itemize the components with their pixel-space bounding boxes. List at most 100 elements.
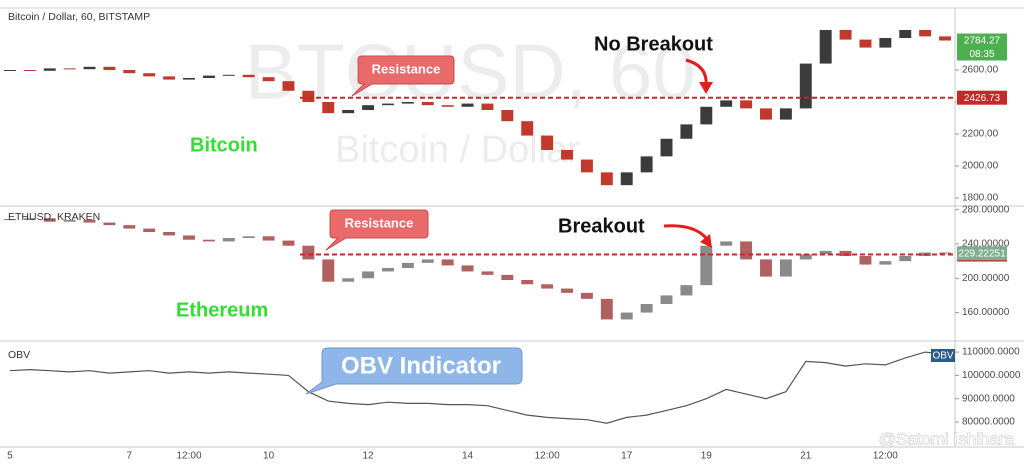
- candle-body: [63, 68, 76, 70]
- callout-box: [305, 347, 523, 395]
- x-tick-label: 17: [621, 451, 633, 462]
- candle-body: [123, 225, 136, 229]
- candle-body: [242, 236, 255, 238]
- candle-body: [779, 259, 792, 277]
- overlays: Bitcoin / Dollar, 60, BITSTAMP ETHUSD, K…: [7, 11, 1021, 462]
- candle-body: [23, 69, 36, 71]
- candle-body: [939, 252, 952, 254]
- candle-body: [23, 218, 36, 220]
- candle-body: [879, 261, 892, 265]
- obv-line: [9, 351, 946, 424]
- y-tick-label: 280.00000: [962, 204, 1010, 215]
- candle-body: [362, 271, 375, 279]
- price-badge-label: 2784.27: [964, 36, 1001, 47]
- candle-body: [322, 101, 335, 114]
- x-tick-label: 10: [263, 451, 275, 462]
- candle-body: [680, 285, 693, 296]
- candle-body: [541, 284, 554, 289]
- candle-body: [720, 100, 733, 107]
- x-tick-label: 12:00: [535, 451, 560, 462]
- candle-body: [103, 66, 116, 70]
- annotation: Breakout: [558, 215, 645, 237]
- candle-body: [183, 235, 195, 240]
- candle-body: [3, 219, 16, 221]
- candle-body: [859, 256, 872, 265]
- candle-body: [163, 76, 176, 80]
- candle-body: [461, 103, 474, 107]
- candle-body: [222, 74, 235, 76]
- candle-body: [779, 108, 792, 120]
- candle-body: [322, 259, 335, 282]
- candle-body: [282, 240, 295, 246]
- countdown-label: 08:35: [969, 49, 994, 60]
- x-tick-label: 12: [363, 451, 375, 462]
- candle-body: [939, 36, 952, 41]
- candle-body: [541, 135, 554, 150]
- candle-body: [600, 172, 613, 186]
- candle-body: [660, 295, 673, 304]
- price-badge: [957, 33, 1007, 48]
- candle-body: [163, 232, 176, 236]
- pane-title: OBV: [8, 349, 30, 361]
- candle-body: [799, 254, 812, 260]
- candle-body: [382, 268, 394, 272]
- y-tick-label: 240.00000: [962, 239, 1010, 250]
- candle-body: [123, 69, 136, 74]
- arrowhead: [699, 82, 713, 94]
- y-tick-label: 110000.0000: [962, 347, 1020, 358]
- candle-body: [421, 259, 434, 263]
- candle-body: [700, 245, 713, 286]
- candle-body: [401, 101, 414, 104]
- annotation: Ethereum: [176, 299, 268, 321]
- candle-body: [302, 245, 315, 260]
- candle-body: [362, 105, 375, 110]
- candle-body: [302, 90, 315, 102]
- watermark: Bitcoin / Dollar: [335, 129, 580, 171]
- candle-body: [262, 236, 275, 241]
- candle-body: [202, 239, 215, 242]
- y-tick-label: 80000.0000: [962, 417, 1015, 428]
- candle-body: [561, 149, 573, 160]
- candle-body: [919, 29, 932, 37]
- candle-body: [799, 63, 812, 109]
- callout-text: OBV Indicator: [341, 352, 501, 379]
- candle-body: [282, 81, 295, 91]
- x-tick-label: 12:00: [873, 451, 898, 462]
- candle-body: [481, 103, 494, 110]
- candle-body: [43, 68, 56, 71]
- annotation: Bitcoin: [190, 134, 258, 156]
- x-tick-label: 5: [7, 451, 13, 462]
- candle-body: [580, 159, 593, 173]
- candle-body: [103, 222, 116, 226]
- candle-body: [740, 100, 753, 109]
- candle-body: [461, 265, 474, 272]
- price-badge: [957, 246, 1007, 261]
- x-tick-label: 19: [701, 451, 713, 462]
- pane-title: Bitcoin / Dollar, 60, BITSTAMP: [8, 11, 150, 23]
- candle-body: [143, 73, 156, 77]
- candle-body: [501, 274, 514, 280]
- credit: @Satomi Ishihara: [879, 429, 1015, 448]
- candle-body: [342, 109, 355, 114]
- candle-body: [441, 105, 454, 107]
- candle-body: [720, 241, 733, 246]
- price-badge: [957, 90, 1007, 105]
- y-tick-label: 2600.00: [962, 65, 999, 76]
- x-tick-label: 7: [127, 451, 133, 462]
- candle-body: [421, 101, 434, 106]
- candle-body: [43, 218, 56, 222]
- candle-body: [839, 250, 852, 256]
- candle-body: [580, 292, 593, 299]
- candle-body: [760, 108, 772, 120]
- candle-body: [83, 66, 96, 70]
- candle-body: [620, 172, 633, 186]
- callout-text: Resistance: [345, 215, 414, 230]
- candle-body: [222, 238, 235, 242]
- marks: [3, 29, 959, 424]
- arrowhead: [700, 234, 712, 248]
- y-tick-label: 2000.00: [962, 161, 999, 172]
- candle-body: [700, 106, 713, 125]
- candle-body: [859, 39, 872, 48]
